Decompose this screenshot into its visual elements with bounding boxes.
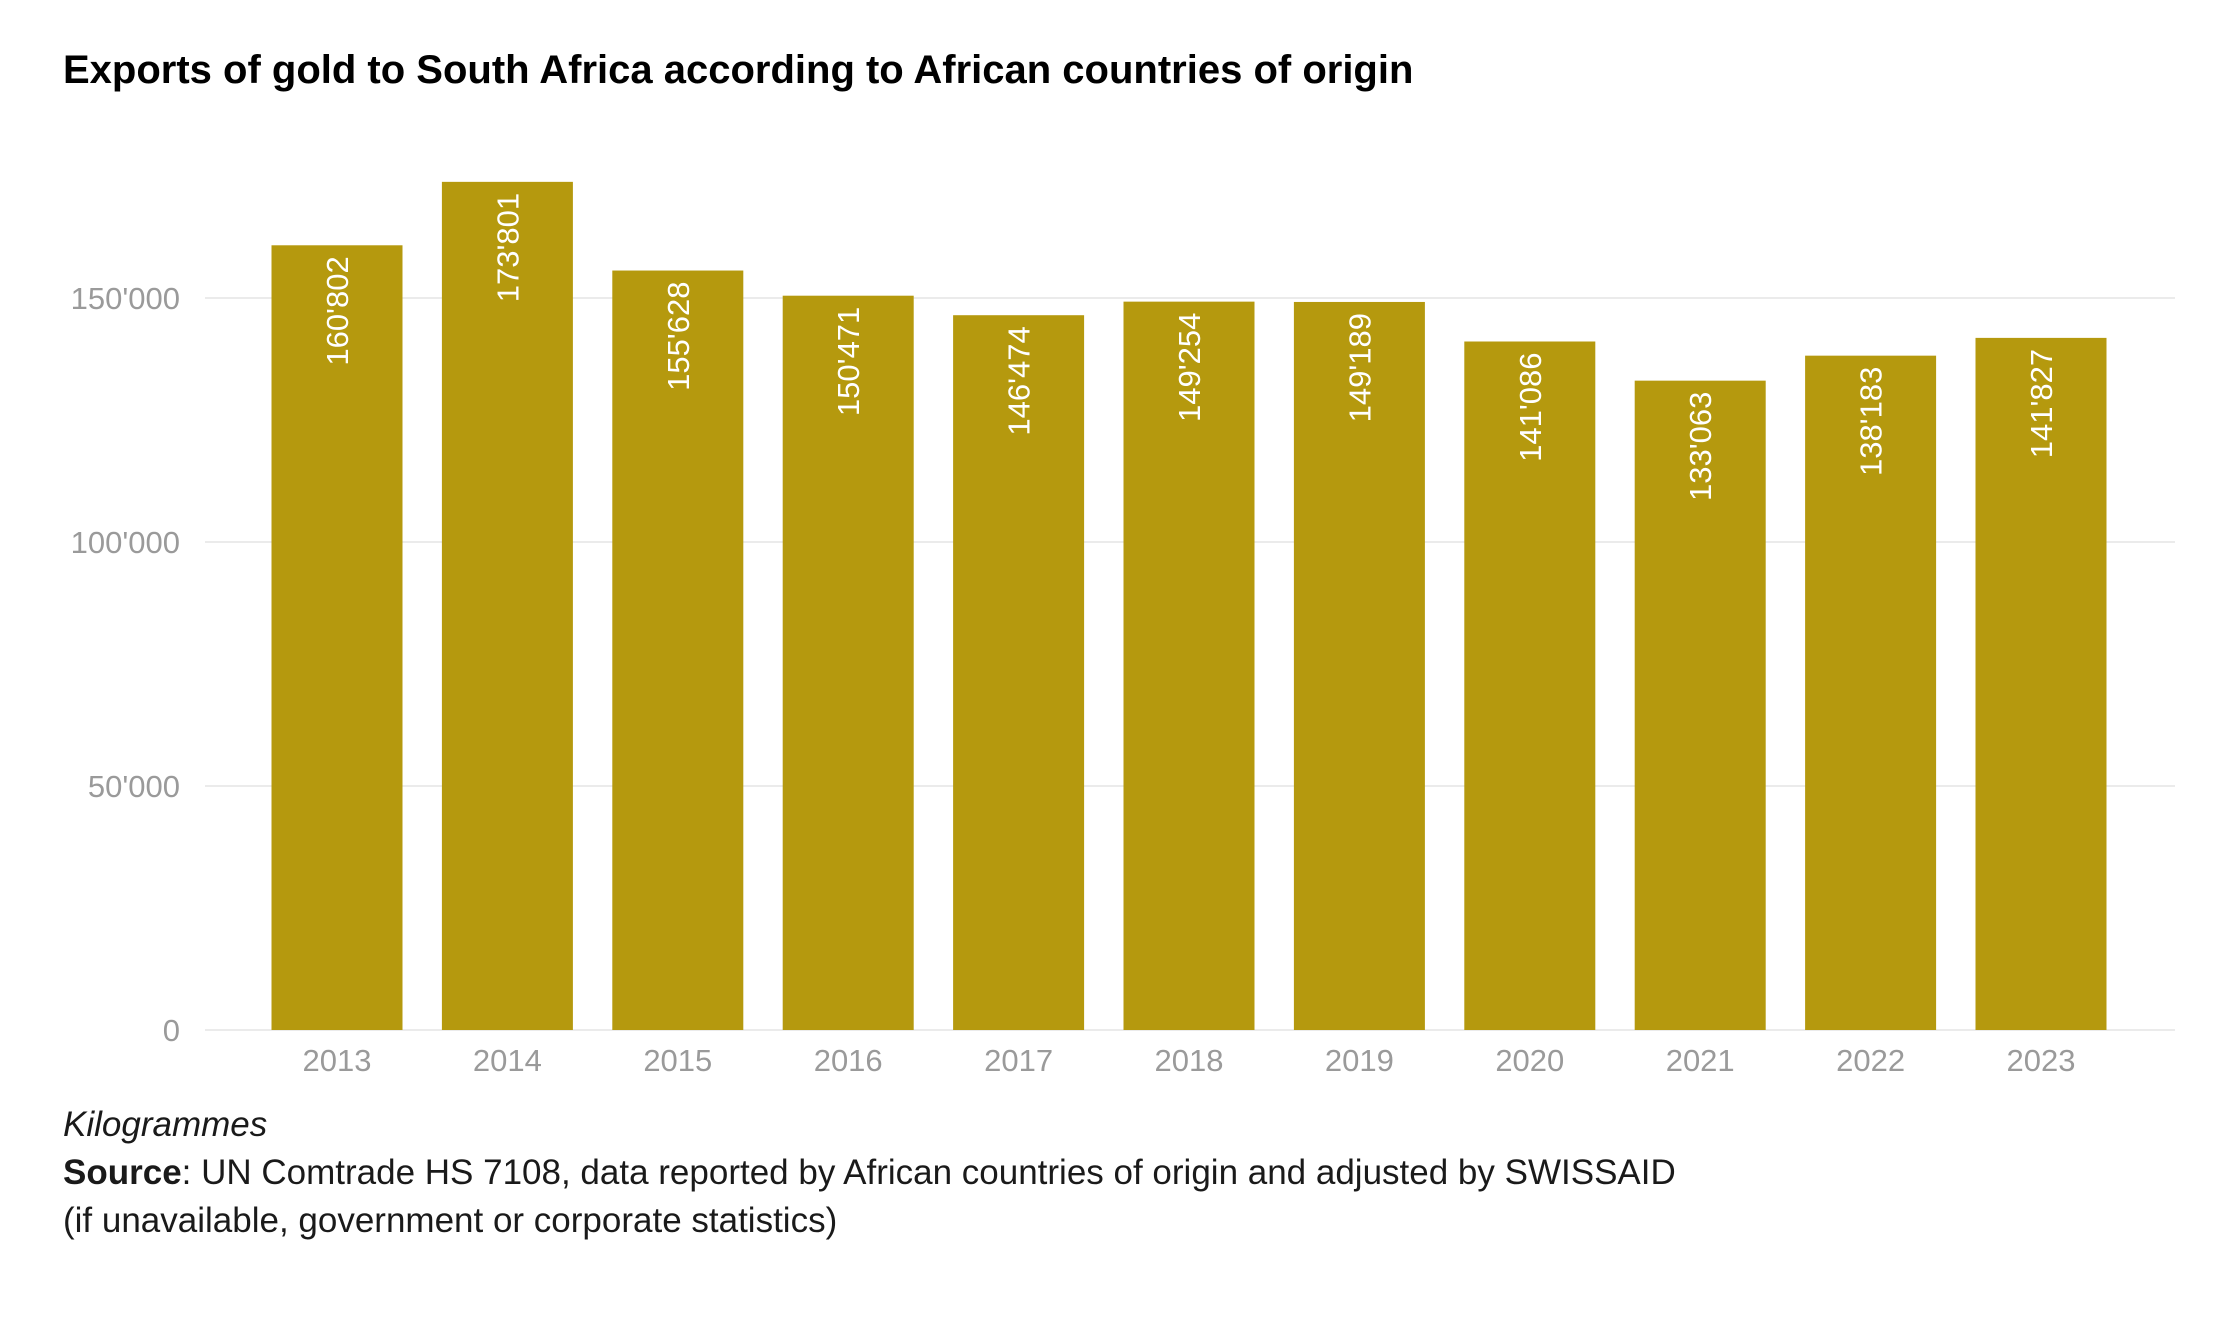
bar (441, 181, 573, 1030)
bar-value-label: 173'801 (490, 193, 525, 302)
x-tick-label: 2014 (473, 1043, 542, 1078)
bar (782, 295, 914, 1030)
bar (1634, 380, 1766, 1030)
bar-value-label: 149'254 (1172, 313, 1207, 422)
y-tick-label: 0 (163, 1013, 180, 1048)
bar (1805, 355, 1937, 1030)
bar (1464, 341, 1596, 1030)
bar-value-label: 155'628 (661, 282, 696, 391)
x-tick-label: 2016 (814, 1043, 883, 1078)
bar-value-label: 149'189 (1342, 313, 1377, 422)
y-tick-label: 100'000 (71, 525, 180, 560)
bar-value-label: 141'086 (1513, 353, 1548, 462)
bar-value-label: 146'474 (1002, 326, 1037, 435)
bars: 160'802 173'801 155'628 150'471 146'474 149'2… (271, 181, 2107, 1031)
x-tick-label: 2017 (984, 1043, 1053, 1078)
x-tick-label: 2020 (1495, 1043, 1564, 1078)
source-text: : UN Comtrade HS 7108, data reported by … (181, 1153, 1676, 1192)
chart-title: Exports of gold to South Africa accordin… (63, 48, 1414, 92)
y-axis-ticks: 0 50'000 100'000 150'000 (71, 281, 180, 1048)
x-tick-label: 2013 (303, 1043, 372, 1078)
bar-value-label: 138'183 (1854, 367, 1889, 476)
x-tick-label: 2023 (2007, 1043, 2076, 1078)
x-tick-label: 2021 (1666, 1043, 1735, 1078)
source-line-2: (if unavailable, government or corporate… (63, 1201, 838, 1240)
bar-value-label: 150'471 (831, 307, 866, 416)
x-axis-ticks: 2013 2014 2015 2016 2017 2018 2019 2020 2021 2022… (303, 1043, 2076, 1078)
bar-value-label: 133'063 (1683, 392, 1718, 501)
x-tick-label: 2022 (1836, 1043, 1905, 1078)
bar (1293, 301, 1425, 1031)
y-tick-label: 150'000 (71, 281, 180, 316)
bar (1975, 337, 2107, 1030)
source-line: Source: UN Comtrade HS 7108, data report… (63, 1153, 1676, 1193)
bar (612, 270, 744, 1030)
bar (271, 245, 403, 1030)
x-tick-label: 2015 (643, 1043, 712, 1078)
bar (1123, 301, 1255, 1030)
y-tick-label: 50'000 (88, 769, 180, 804)
x-tick-label: 2019 (1325, 1043, 1394, 1078)
bar-value-label: 160'802 (320, 256, 355, 365)
source-label: Source (63, 1153, 182, 1192)
x-tick-label: 2018 (1155, 1043, 1224, 1078)
unit-caption: Kilogrammes (63, 1105, 268, 1144)
bar (953, 315, 1085, 1030)
bar-value-label: 141'827 (2024, 349, 2059, 458)
